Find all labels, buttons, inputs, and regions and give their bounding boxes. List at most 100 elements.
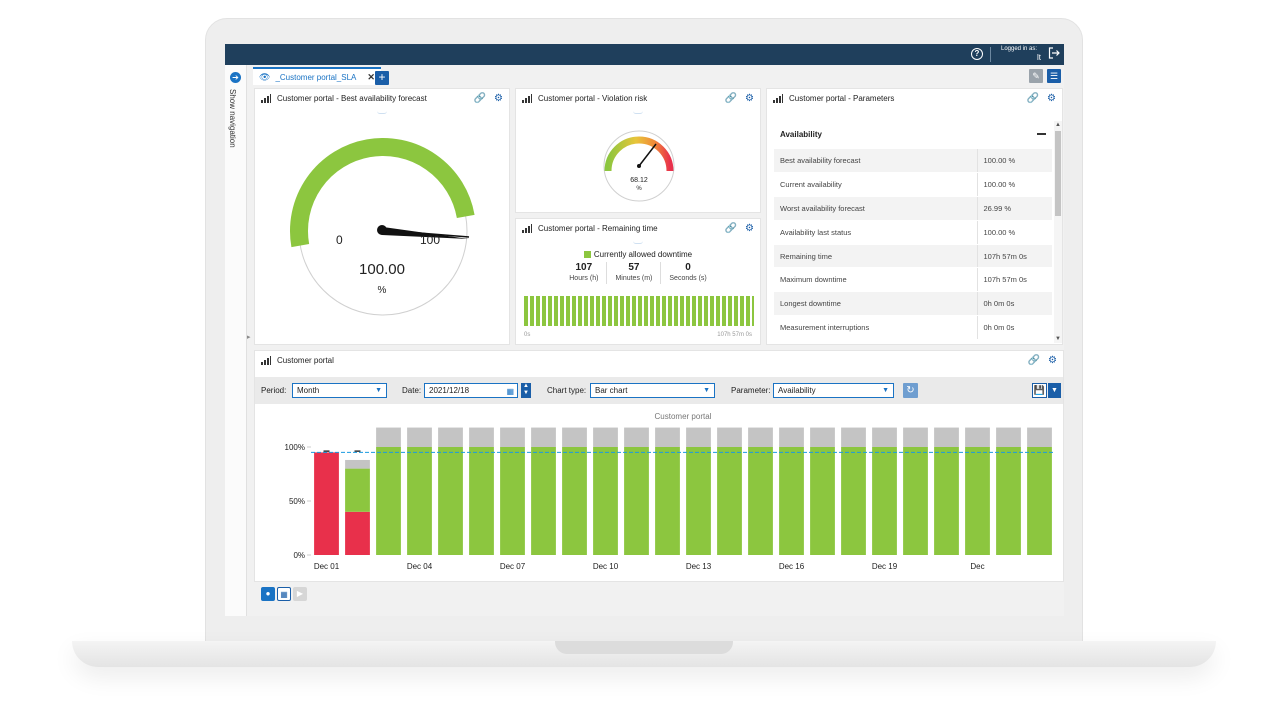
show-navigation-label[interactable]: Show navigation <box>228 89 237 148</box>
bar-segment <box>748 427 773 447</box>
gauge-needle <box>382 227 469 239</box>
link-icon[interactable]: 🔗 <box>724 93 738 104</box>
collapse-handle-icon[interactable]: ▸ <box>247 334 251 341</box>
panel-title-row: Customer portal - Parameters <box>773 94 894 103</box>
bar-segment <box>1027 447 1052 555</box>
gear-icon[interactable]: ⚙ <box>1048 355 1057 366</box>
save-icon[interactable]: 💾 <box>1032 383 1047 398</box>
play-icon[interactable]: ▶ <box>293 587 307 601</box>
bar-segment <box>934 447 959 555</box>
gear-icon[interactable]: ⚙ <box>745 223 754 234</box>
add-tab-button[interactable]: + <box>375 71 389 85</box>
gear-icon[interactable]: ⚙ <box>494 93 503 104</box>
period-label: Period: <box>261 386 287 395</box>
parameter-value: 107h 57m 0s <box>976 267 1052 293</box>
gear-icon[interactable]: ⚙ <box>1047 93 1056 104</box>
scroll-thumb[interactable] <box>1055 131 1061 216</box>
link-icon[interactable]: 🔗 <box>724 223 738 234</box>
parameter-row: Best availability forecast 100.00 % <box>774 149 1052 174</box>
customer-portal-chart-panel: Customer portal 🔗 ⚙ Period: Month ▼ Date:… <box>254 350 1064 582</box>
edit-icon[interactable]: ✎ <box>1029 69 1043 83</box>
minutes-value: 57 <box>628 262 640 273</box>
x-tick-label: Dec 04 <box>407 562 433 571</box>
gear-icon[interactable]: ⚙ <box>745 93 754 104</box>
globe-icon[interactable]: ● <box>261 587 275 601</box>
risk-gauge-pivot <box>637 164 641 168</box>
bar-segment <box>779 427 804 447</box>
y-tick-label: 100% <box>285 443 305 452</box>
gauge-value: 100.00 <box>359 261 405 278</box>
bar-segment <box>624 447 649 555</box>
chart-type-value: Bar chart <box>595 386 628 395</box>
bar-segment <box>655 427 680 447</box>
bar-segment <box>686 447 711 555</box>
minutes-label: Minutes (m) <box>615 275 653 282</box>
logout-icon[interactable] <box>1048 47 1060 61</box>
bar-segment <box>686 427 711 447</box>
date-stepper[interactable]: ▲ ▼ <box>521 383 531 398</box>
bar-segment <box>717 427 742 447</box>
parameter-value: 0h 0m 0s <box>976 315 1052 340</box>
app-screen: ? Logged in as: lt ➔ Show navigation ▸ 👁… <box>225 44 1064 616</box>
collapse-icon[interactable] <box>1037 133 1046 135</box>
bar-marker <box>354 450 361 452</box>
panel-title-row: Customer portal - Best availability fore… <box>261 94 427 103</box>
refresh-icon[interactable]: ↻ <box>903 383 918 398</box>
signal-icon <box>522 224 532 233</box>
seconds-value: 0 <box>685 262 691 273</box>
save-options-chevron-icon[interactable]: ▼ <box>1048 383 1061 398</box>
bar-segment <box>872 427 897 447</box>
chart-type-select[interactable]: Bar chart ▼ <box>590 383 715 398</box>
topbar-divider <box>990 47 991 62</box>
scroll-down-icon[interactable]: ▼ <box>1055 336 1061 342</box>
gauge-max-label: 100 <box>420 233 441 247</box>
help-icon[interactable]: ? <box>971 48 983 60</box>
best-gauge <box>290 138 475 316</box>
menu-icon[interactable]: ☰ <box>1047 69 1061 83</box>
period-select[interactable]: Month ▼ <box>292 383 387 398</box>
y-tick-label: 0% <box>293 551 305 560</box>
show-navigation-icon[interactable]: ➔ <box>230 72 241 83</box>
panel-title: Customer portal <box>277 356 334 365</box>
link-icon[interactable]: 🔗 <box>1027 355 1041 366</box>
parameter-value: 0h 0m 0s <box>976 291 1052 317</box>
x-tick-label: Dec 01 <box>314 562 340 571</box>
calendar-icon[interactable]: ▦ <box>506 387 514 396</box>
bar-segment <box>376 427 401 447</box>
scroll-up-icon[interactable]: ▲ <box>1055 122 1061 128</box>
date-input[interactable]: 2021/12/18 ▦ <box>424 383 518 398</box>
tab-row: 👁 _Customer portal_SLA ✕ + ✎ ☰ <box>253 65 1064 87</box>
left-navigation: ➔ Show navigation ▸ <box>225 65 251 616</box>
availability-section-header[interactable]: Availability <box>774 121 1052 147</box>
bar-segment <box>469 447 494 555</box>
panel-title: Customer portal - Parameters <box>789 94 895 103</box>
remaining-legend: Currently allowed downtime <box>516 250 760 259</box>
bar-segment <box>376 447 401 555</box>
parameter-select[interactable]: Availability ▼ <box>773 383 894 398</box>
parameter-row: Current availability 100.00 % <box>774 172 1052 198</box>
chart-type-label: Chart type: <box>547 386 587 395</box>
violation-risk-panel: Customer portal - Violation risk 🔗 ⚙ <box>515 88 761 213</box>
calendar-view-icon[interactable]: ▦ <box>277 587 291 601</box>
hours-value: 107 <box>575 262 593 273</box>
panel-handle <box>633 111 643 114</box>
bar-segment <box>810 447 835 555</box>
close-tab-icon[interactable]: ✕ <box>367 71 375 82</box>
signal-icon <box>261 94 271 103</box>
parameters-scrollbar[interactable]: ▲ ▼ <box>1054 121 1062 343</box>
bar-segment <box>624 427 649 447</box>
panel-title: Customer portal - Best availability fore… <box>277 94 427 103</box>
panel-actions: 🔗 ⚙ <box>474 93 503 104</box>
link-icon[interactable]: 🔗 <box>1026 93 1040 104</box>
chart-toolbar: Period: Month ▼ Date: 2021/12/18 ▦ ▲ ▼ Char… <box>255 377 1063 404</box>
login-info: Logged in as: lt <box>993 45 1045 63</box>
hours-label: Hours (h) <box>569 275 599 282</box>
parameter-row: Availability last status 100.00 % <box>774 220 1052 245</box>
chart-title: Customer portal <box>655 412 712 421</box>
bar-segment <box>345 468 370 512</box>
parameter-label: Maximum downtime <box>774 267 977 293</box>
bar-segment <box>407 447 432 555</box>
link-icon[interactable]: 🔗 <box>473 93 487 104</box>
bar-segment <box>903 447 928 555</box>
tab-customer-portal-sla[interactable]: 👁 _Customer portal_SLA ✕ <box>253 67 381 85</box>
